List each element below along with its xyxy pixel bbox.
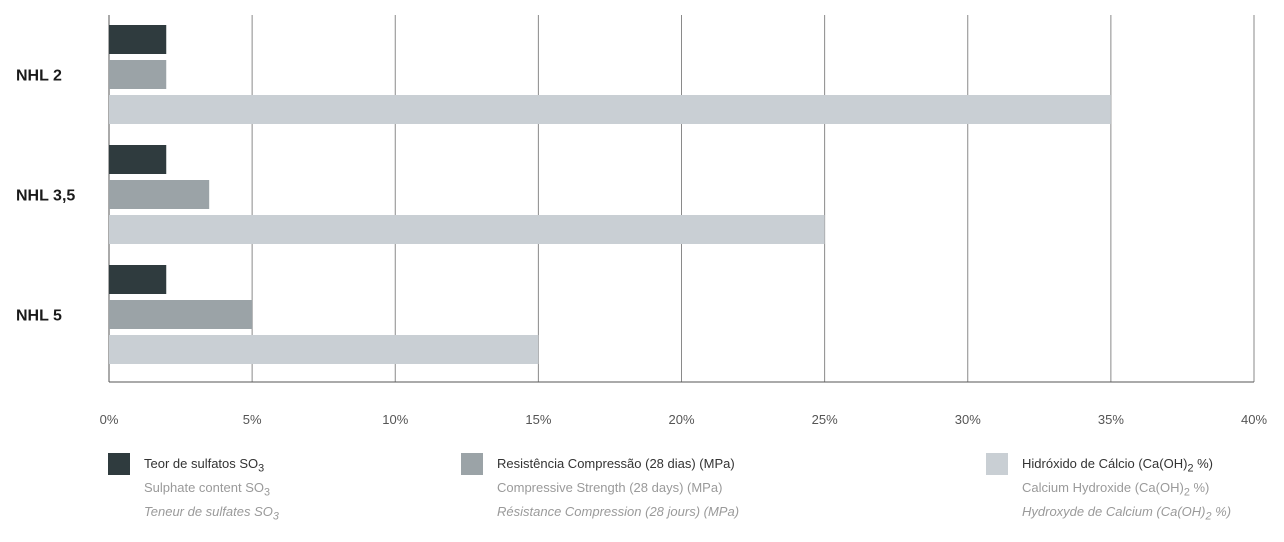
x-tick-label: 30% [955, 412, 981, 427]
legend-text-fr: Teneur de sulfates SO3 [144, 504, 279, 523]
category-label: NHL 3,5 [16, 188, 75, 205]
legend-item-1: Teor de sulfatos SO3 Sulphate content SO3… [108, 452, 279, 524]
legend-item-3: Hidróxido de Cálcio (Ca(OH)2 %) Calcium H… [986, 452, 1231, 524]
legend-item-2: Resistência Compressão (28 dias) (MPa) Co… [461, 452, 739, 524]
legend-swatch [108, 453, 130, 475]
x-tick-label: 0% [100, 412, 119, 427]
x-tick-label: 10% [382, 412, 408, 427]
legend-swatch [461, 453, 483, 475]
bar-nhl-3-5-series-1 [109, 145, 167, 174]
bar-nhl-3-5-series-3 [109, 215, 825, 244]
legend-text-en: Compressive Strength (28 days) (MPa) [497, 480, 723, 495]
category-label: NHL 2 [16, 68, 62, 85]
legend-text-fr: Hydroxyde de Calcium (Ca(OH)2 %) [1022, 504, 1232, 523]
x-tick-label: 5% [243, 412, 262, 427]
legend-text-pt: Teor de sulfatos SO3 [144, 456, 265, 475]
bar-nhl-5-series-1 [109, 265, 167, 294]
x-tick-label: 40% [1241, 412, 1267, 427]
legend-text-pt: Hidróxido de Cálcio (Ca(OH)2 %) [1022, 456, 1213, 475]
legend-text-pt: Resistência Compressão (28 dias) (MPa) [497, 456, 735, 471]
x-tick-label: 20% [668, 412, 694, 427]
bar-nhl-5-series-2 [109, 300, 253, 329]
bar-nhl-3-5-series-2 [109, 180, 210, 209]
bar-nhl-2-series-1 [109, 25, 167, 54]
x-tick-label: 25% [812, 412, 838, 427]
x-tick-label: 35% [1098, 412, 1124, 427]
bar-nhl-2-series-2 [109, 60, 167, 89]
bar-nhl-2-series-3 [109, 95, 1111, 124]
x-tick-label: 15% [525, 412, 551, 427]
legend-text-en: Calcium Hydroxide (Ca(OH)2 %) [1022, 480, 1210, 499]
bar-chart: 0% 5% 10% 15% 20% 25% 30% 35% 40% NHL 2 NHL 3,5 NHL… [16, 15, 1267, 427]
legend-text-en: Sulphate content SO3 [144, 480, 271, 499]
legend-swatch [986, 453, 1008, 475]
legend-text-fr: Résistance Compression (28 jours) (MPa) [497, 504, 740, 519]
bar-nhl-5-series-3 [109, 335, 539, 364]
category-label: NHL 5 [16, 308, 62, 325]
